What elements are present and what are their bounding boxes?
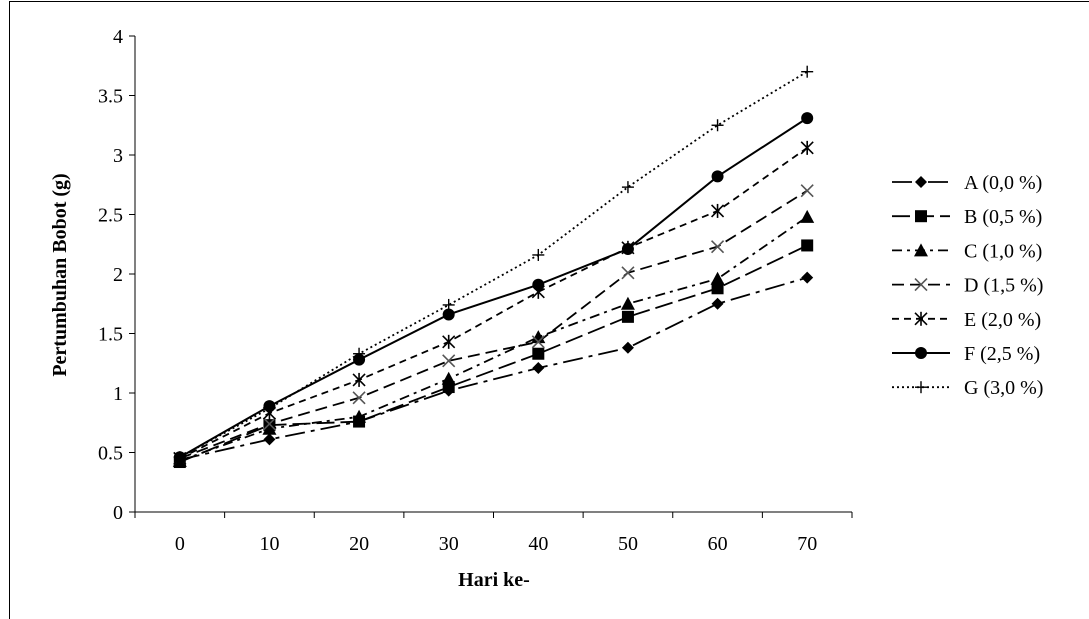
legend-item-g: G (3,0 %) <box>892 377 1043 399</box>
data-point-g <box>801 65 814 78</box>
data-point-a <box>621 341 634 354</box>
y-tick-label: 3.5 <box>98 86 123 108</box>
legend-marker-g <box>915 381 927 394</box>
series-line-a <box>179 276 808 461</box>
data-point-c <box>710 271 725 285</box>
series-c <box>172 209 815 467</box>
data-point-b <box>621 310 634 323</box>
y-tick-label: 4 <box>113 26 123 48</box>
legend-label-e: E (2,0 %) <box>964 309 1041 331</box>
data-point-d <box>710 240 725 254</box>
data-point-a <box>711 297 724 310</box>
data-point-d <box>621 266 635 280</box>
x-tick-label: 60 <box>708 533 728 555</box>
x-tick-label: 10 <box>259 533 279 555</box>
y-tick-label: 0.5 <box>98 443 123 465</box>
legend-item-f: F (2,5 %) <box>892 343 1040 365</box>
data-point-f <box>532 278 545 291</box>
data-point-c <box>441 371 456 385</box>
x-tick-label: 20 <box>349 533 369 555</box>
y-axis-title: Pertumbuhan Bobot (g) <box>49 173 71 376</box>
data-point-a <box>263 433 276 446</box>
series-layer <box>172 65 815 469</box>
x-tick-label: 70 <box>797 533 817 555</box>
legend-label-a: A (0,0 %) <box>964 172 1042 194</box>
legend-label-c: C (1,0 %) <box>964 240 1042 262</box>
data-point-e <box>352 372 366 387</box>
data-point-f <box>621 243 634 256</box>
y-tick-label: 0 <box>113 502 123 524</box>
data-point-g <box>532 248 545 261</box>
legend-marker-e <box>914 311 928 326</box>
data-point-c <box>800 209 815 223</box>
series-line-e <box>179 147 808 460</box>
series-line-c <box>179 216 808 462</box>
data-point-e <box>710 203 725 218</box>
legend-marker-c <box>914 243 928 257</box>
data-point-g <box>353 347 366 360</box>
x-axis-title: Hari ke- <box>458 569 530 591</box>
data-point-d <box>262 417 277 431</box>
series-line-d <box>179 189 808 460</box>
data-point-g <box>442 298 455 311</box>
legend-item-d: D (1,5 %) <box>892 275 1043 297</box>
data-point-b <box>711 282 724 295</box>
series-line-g <box>179 70 808 459</box>
legend: A (0,0 %) B (0,5 %) C (1,0 %) D (1,5 %) E (2… <box>892 172 1043 399</box>
data-point-f <box>442 308 455 321</box>
legend-item-a: A (0,0 %) <box>892 172 1042 194</box>
data-point-d <box>352 391 366 405</box>
data-point-g <box>263 402 276 415</box>
data-point-d <box>531 335 545 349</box>
legend-item-c: C (1,0 %) <box>892 240 1042 262</box>
y-tick-label: 1.5 <box>98 324 123 346</box>
data-point-f <box>711 170 724 183</box>
legend-label-f: F (2,5 %) <box>964 343 1040 365</box>
y-tick-label: 2 <box>113 264 123 286</box>
series-g <box>173 65 814 464</box>
data-point-c <box>352 409 367 423</box>
data-point-g <box>173 451 186 464</box>
legend-label-d: D (1,5 %) <box>964 275 1043 297</box>
axes: 00.511.522.533.540 10 20 30 40 50 60 70 <box>98 26 853 555</box>
legend-label-b: B (0,5 %) <box>964 206 1042 228</box>
data-point-c <box>262 421 277 435</box>
y-tick-label: 2.5 <box>98 205 123 227</box>
data-point-a <box>801 271 814 284</box>
data-point-d <box>442 354 456 368</box>
data-point-g <box>621 181 634 194</box>
legend-marker-a <box>915 176 927 188</box>
data-point-g <box>711 119 724 132</box>
chart-frame <box>9 1 1089 619</box>
x-tick-label: 40 <box>528 533 548 555</box>
legend-marker-b <box>915 210 927 223</box>
data-point-b <box>532 347 545 360</box>
data-point-e <box>442 334 456 349</box>
data-point-d <box>800 184 814 198</box>
legend-label-g: G (3,0 %) <box>964 377 1043 399</box>
data-point-e <box>800 140 814 155</box>
x-tick-label: 50 <box>618 533 638 555</box>
legend-marker-f <box>915 347 927 359</box>
legend-marker-d <box>914 278 928 292</box>
data-point-a <box>532 362 545 375</box>
series-a <box>173 271 814 466</box>
y-tick-label: 1 <box>113 383 123 405</box>
legend-item-e: E (2,0 %) <box>892 309 1041 331</box>
series-e <box>173 140 814 466</box>
x-tick-label: 0 <box>175 533 185 555</box>
series-line-b <box>179 244 808 463</box>
data-point-f <box>801 112 814 125</box>
y-tick-label: 3 <box>113 145 123 167</box>
x-tick-label: 30 <box>439 533 459 555</box>
data-point-c <box>620 296 635 310</box>
legend-item-b: B (0,5 %) <box>892 206 1042 228</box>
data-point-b <box>801 239 814 252</box>
